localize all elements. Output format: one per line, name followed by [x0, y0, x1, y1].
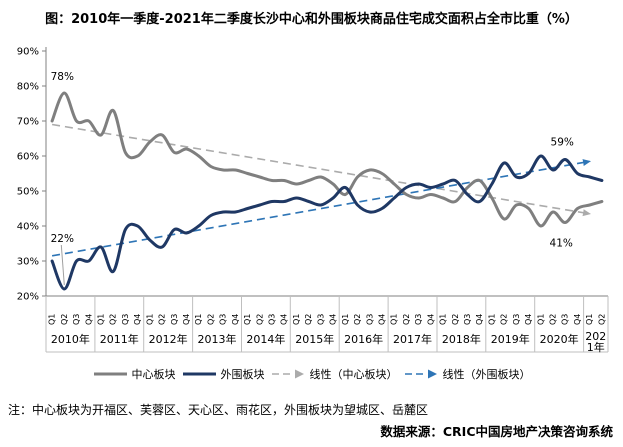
annotation-59%: 59%	[551, 137, 574, 149]
x-quarter-label: Q3	[316, 314, 325, 325]
x-quarter-label: Q3	[268, 314, 277, 325]
legend-item-中心板块: 中心板块	[93, 366, 176, 382]
x-quarter-label: Q3	[512, 314, 521, 325]
x-year-label: 2010年	[51, 332, 90, 346]
x-quarter-label: Q2	[402, 314, 411, 325]
legend-swatch	[404, 369, 437, 379]
x-year-label: 2011年	[100, 332, 139, 346]
annotation-78%: 78%	[51, 71, 74, 83]
x-quarter-label: Q1	[439, 314, 448, 325]
x-quarter-label: Q2	[60, 314, 69, 325]
x-quarter-label: Q2	[597, 314, 606, 325]
y-tick-label: 20%	[17, 292, 39, 303]
x-quarter-label: Q3	[561, 314, 570, 325]
x-quarter-label: Q1	[487, 314, 496, 325]
chart-legend: 中心板块 外围板块 线性（中心板块） 线性（外围板块）	[0, 366, 623, 382]
legend-label: 外围板块	[220, 368, 265, 381]
chart-title: 图：2010年一季度-2021年二季度长沙中心和外围板块商品住宅成交面积占全市比…	[45, 12, 578, 27]
legend-item-线性（外围板块）: 线性（外围板块）	[404, 366, 531, 382]
annotation-leader-line	[60, 244, 65, 286]
legend-label: 线性（外围板块）	[442, 368, 531, 381]
x-quarter-label: Q4	[329, 314, 338, 325]
x-quarter-label: Q2	[158, 314, 167, 325]
y-tick-label: 30%	[17, 257, 39, 268]
x-quarter-label: Q1	[145, 314, 154, 325]
x-quarter-label: Q4	[280, 314, 289, 325]
annotation-41%: 41%	[550, 238, 573, 250]
legend-swatch	[93, 372, 127, 376]
series-line-外围板块	[50, 154, 604, 291]
x-quarter-label: Q1	[536, 314, 545, 325]
y-tick-label: 40%	[17, 222, 39, 233]
legend-label: 线性（中心板块）	[309, 368, 398, 381]
x-quarter-label: Q3	[365, 314, 374, 325]
x-quarter-label: Q3	[219, 314, 228, 325]
data-source: 数据来源：CRIC中国房地产决策咨询系统	[380, 424, 613, 439]
y-tick-label: 80%	[17, 82, 39, 93]
x-quarter-label: Q1	[48, 314, 57, 325]
trend-line-线性（外围板块）	[51, 159, 591, 257]
x-year-label: 2018年	[442, 332, 481, 346]
x-quarter-label: Q4	[426, 314, 435, 325]
x-quarter-label: Q4	[231, 314, 240, 325]
x-quarter-label: Q2	[451, 314, 460, 325]
y-axis: 20% 30% 40% 50% 60% 70% 80% 90%	[17, 47, 47, 303]
x-quarter-label: Q1	[97, 314, 106, 325]
x-quarter-label: Q3	[414, 314, 423, 325]
x-year-label: 1年	[587, 340, 605, 354]
x-quarter-label: Q3	[72, 314, 81, 325]
x-quarter-label: Q4	[133, 314, 142, 325]
x-quarter-label: Q2	[109, 314, 118, 325]
x-quarter-label: Q1	[585, 314, 594, 325]
legend-item-线性（中心板块）: 线性（中心板块）	[271, 366, 398, 382]
x-quarter-label: Q2	[206, 314, 215, 325]
series-line-中心板块	[50, 91, 604, 228]
x-quarter-label: Q4	[378, 314, 387, 325]
x-year-label: 2016年	[344, 332, 383, 346]
legend-swatch	[182, 372, 216, 376]
x-quarter-label: Q2	[549, 314, 558, 325]
x-quarter-label: Q1	[292, 314, 301, 325]
x-quarter-label: Q1	[390, 314, 399, 325]
x-quarter-label: Q4	[84, 314, 93, 325]
annotation-22%: 22%	[51, 233, 74, 245]
y-tick-label: 70%	[17, 117, 39, 128]
x-year-label: 2015年	[295, 332, 334, 346]
x-quarter-label: Q4	[182, 314, 191, 325]
x-quarter-label: Q4	[573, 314, 582, 325]
x-year-label: 2020年	[540, 332, 579, 346]
footnote: 注：中心板块为开福区、芙蓉区、天心区、雨花区，外围板块为望城区、岳麓区	[8, 403, 429, 417]
x-quarter-label: Q3	[463, 314, 472, 325]
x-year-label: 2017年	[393, 332, 432, 346]
x-quarter-label: Q2	[255, 314, 264, 325]
y-tick-label: 60%	[17, 152, 39, 163]
x-quarter-label: Q1	[243, 314, 252, 325]
legend-label: 中心板块	[131, 368, 176, 381]
y-tick-label: 50%	[17, 187, 39, 198]
x-quarter-label: Q3	[121, 314, 130, 325]
y-tick-label: 90%	[17, 47, 39, 58]
legend-item-外围板块: 外围板块	[182, 366, 265, 382]
x-year-label: 2013年	[198, 332, 237, 346]
x-quarter-label: Q2	[500, 314, 509, 325]
x-year-label: 2019年	[491, 332, 530, 346]
x-quarter-label: Q1	[341, 314, 350, 325]
x-year-label: 2012年	[149, 332, 188, 346]
x-quarter-label: Q3	[170, 314, 179, 325]
x-year-label: 202	[585, 330, 606, 343]
x-quarter-label: Q2	[304, 314, 313, 325]
x-quarter-label: Q2	[353, 314, 362, 325]
x-quarter-label: Q4	[524, 314, 533, 325]
legend-swatch	[271, 369, 304, 379]
x-quarter-label: Q1	[194, 314, 203, 325]
x-quarter-label: Q4	[475, 314, 484, 325]
x-year-label: 2014年	[246, 332, 285, 346]
